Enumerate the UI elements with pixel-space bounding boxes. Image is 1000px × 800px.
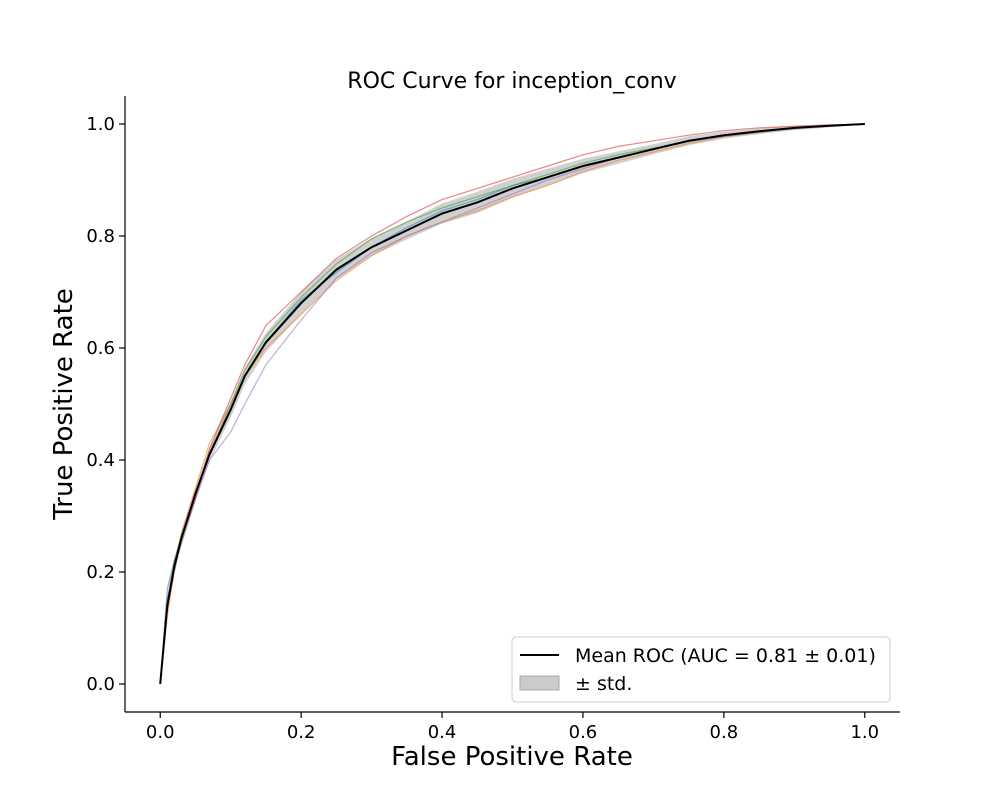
legend-frame — [511, 636, 891, 703]
fold-curve-2 — [159, 123, 865, 685]
y-tick-label: 0.2 — [86, 562, 115, 583]
chart-title: ROC Curve for inception_conv — [347, 69, 676, 94]
y-axis-label: True Positive Rate — [49, 288, 79, 521]
fold-curve-1 — [159, 123, 865, 685]
y-tick-label: 1.0 — [86, 114, 115, 135]
x-tick-label: 0.6 — [569, 722, 598, 743]
x-axis-label: False Positive Rate — [391, 742, 633, 772]
fold-curves — [159, 123, 865, 685]
fold-curve-3 — [159, 123, 865, 685]
y-tick-label: 0.4 — [86, 450, 115, 471]
mean-roc-line — [159, 123, 865, 685]
y-tick-label: 0.8 — [86, 226, 115, 247]
fold-curve-4 — [159, 123, 865, 685]
x-axis-ticks: 0.0 0.2 0.4 0.6 0.8 1.0 — [146, 712, 879, 743]
legend-std-label: ± std. — [575, 673, 632, 695]
std-band — [160, 124, 865, 684]
plot-area — [159, 123, 865, 685]
fold-curve-5 — [159, 123, 865, 685]
x-tick-label: 0.2 — [287, 722, 316, 743]
x-tick-label: 0.0 — [146, 722, 175, 743]
x-tick-label: 0.8 — [710, 722, 739, 743]
x-tick-label: 1.0 — [850, 722, 879, 743]
x-tick-label: 0.4 — [428, 722, 457, 743]
y-axis-ticks: 0.0 0.2 0.4 0.6 0.8 1.0 — [86, 114, 125, 695]
legend-std-swatch — [519, 675, 560, 691]
legend: Mean ROC (AUC = 0.81 ± 0.01) ± std. — [511, 636, 891, 703]
y-tick-label: 0.0 — [86, 674, 115, 695]
y-tick-label: 0.6 — [86, 338, 115, 359]
legend-mean-label: Mean ROC (AUC = 0.81 ± 0.01) — [575, 645, 876, 667]
